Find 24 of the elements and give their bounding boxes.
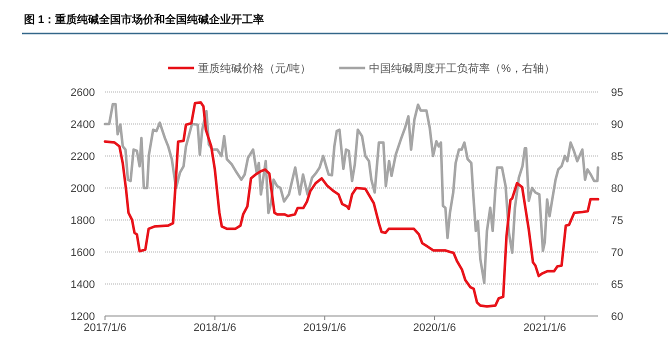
y2-tick-label: 90 (611, 119, 624, 131)
y2-tick-label: 80 (611, 183, 624, 195)
y2-tick-label: 60 (611, 311, 624, 323)
y-tick-label: 2400 (70, 119, 95, 131)
x-tick-label: 2020/1/6 (413, 322, 456, 334)
chart-title: 图 1：重质纯碱全国市场价和全国纯碱企业开工率 (24, 13, 264, 26)
x-tick-label: 2021/1/6 (523, 322, 566, 334)
y-tick-label: 2200 (70, 151, 95, 163)
y2-tick-label: 75 (611, 215, 624, 227)
x-tick-label: 2018/1/6 (193, 322, 236, 334)
legend-label: 重质纯碱价格（元/吨） (198, 62, 312, 75)
y2-tick-label: 85 (611, 151, 624, 163)
y-tick-label: 1600 (70, 247, 95, 259)
y2-tick-label: 95 (611, 87, 624, 99)
y2-tick-label: 70 (611, 247, 624, 259)
y-tick-label: 2600 (70, 87, 95, 99)
y-tick-label: 1200 (70, 311, 95, 323)
y-tick-label: 1400 (70, 279, 95, 291)
y-tick-label: 1800 (70, 215, 95, 227)
y2-tick-label: 65 (611, 279, 624, 291)
x-tick-label: 2019/1/6 (303, 322, 346, 334)
y-tick-label: 2000 (70, 183, 95, 195)
legend-label: 中国纯碱周度开工负荷率（%，右轴） (369, 62, 555, 75)
x-tick-label: 2017/1/6 (84, 322, 126, 334)
